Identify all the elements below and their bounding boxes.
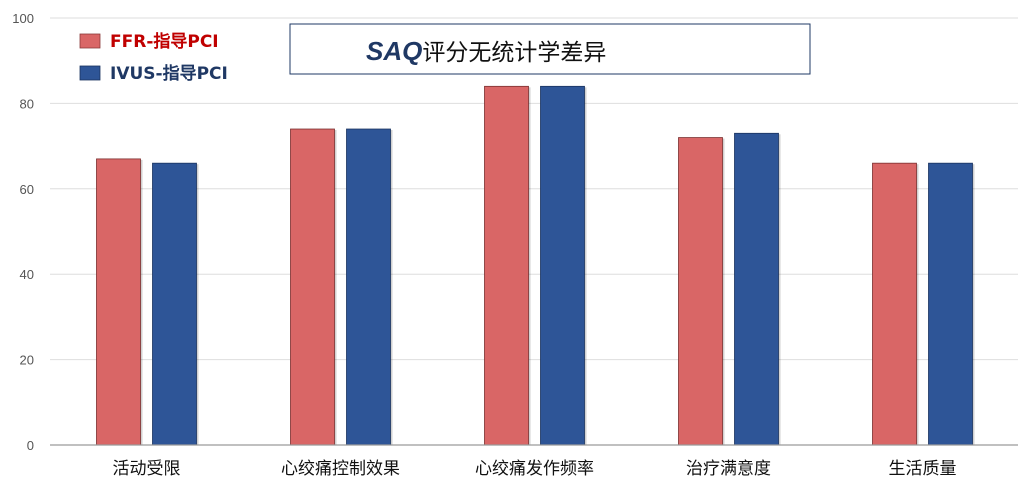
y-tick-label: 40: [20, 267, 34, 282]
legend: FFR-指导PCI IVUS-指导PCI: [79, 31, 228, 84]
category-label: 生活质量: [889, 459, 957, 479]
legend-label-ffr: FFR-指导PCI: [110, 31, 219, 52]
bars: [96, 85, 975, 446]
title-emphasis: SAQ: [366, 36, 422, 66]
bar-ffr-4: [872, 162, 917, 446]
category-label: 心绞痛发作频率: [475, 459, 594, 479]
y-tick-label: 20: [20, 353, 34, 368]
legend-swatch-ffr: [79, 33, 101, 49]
bar-ffr-3: [678, 137, 723, 446]
y-tick-label: 60: [20, 182, 34, 197]
bar-ivus-2: [540, 85, 585, 446]
category-labels: 活动受限 心绞痛控制效果 心绞痛发作频率 治疗满意度 生活质量: [113, 459, 957, 479]
bar-ffr-1: [290, 128, 335, 446]
chart-title: SAQ评分无统计学差异: [366, 36, 606, 66]
category-label: 活动受限: [113, 459, 181, 479]
title-rest: 评分无统计学差异: [422, 40, 606, 66]
bar-ivus-0: [152, 162, 197, 446]
bar-ivus-1: [346, 128, 391, 446]
title-box: SAQ评分无统计学差异: [289, 23, 811, 75]
y-tick-label: 100: [12, 11, 34, 26]
legend-swatch-ivus: [79, 65, 101, 81]
bar-ivus-3: [734, 132, 779, 446]
title-box-border: [289, 23, 811, 75]
y-tick-label: 0: [27, 438, 34, 453]
y-tick-label: 80: [20, 96, 34, 111]
gridlines: [50, 17, 1018, 361]
bar-ivus-4: [928, 162, 973, 446]
category-label: 治疗满意度: [686, 459, 771, 479]
y-tick-labels: 0 20 40 60 80 100: [12, 11, 34, 453]
bar-ffr-2: [484, 85, 529, 446]
bar-ffr-0: [96, 158, 141, 446]
legend-label-ivus: IVUS-指导PCI: [110, 63, 228, 84]
category-label: 心绞痛控制效果: [281, 459, 400, 479]
